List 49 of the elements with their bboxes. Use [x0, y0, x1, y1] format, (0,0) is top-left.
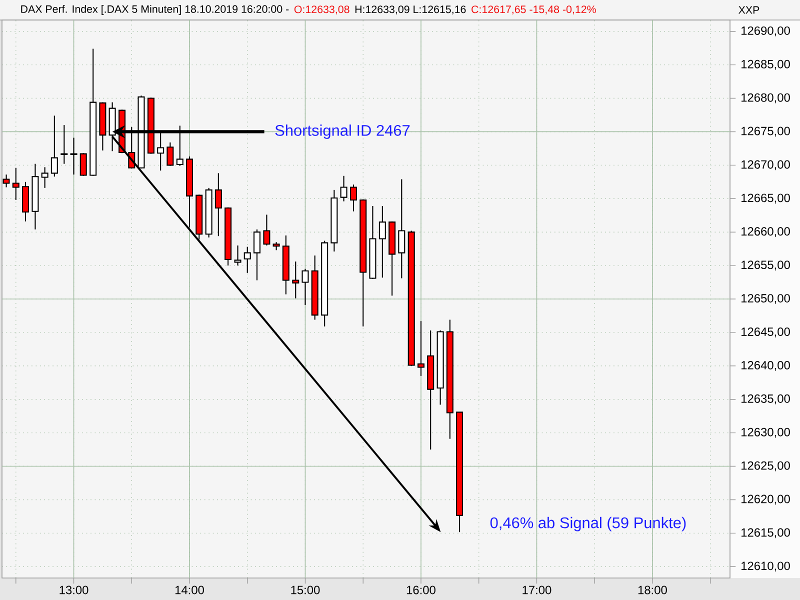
text: H:12633,09 L:12615,16	[355, 6, 466, 14]
candlestick	[398, 178, 406, 279]
y-tick-label: 12660,00	[742, 227, 790, 238]
y-axis-title: XXP	[738, 6, 760, 14]
candlestick	[253, 228, 260, 281]
y-tick-label: 12675,00	[742, 126, 790, 137]
candlestick	[292, 261, 300, 299]
x-tick-label: 16:00	[406, 586, 436, 594]
candlestick	[70, 137, 78, 176]
y-tick-label: 12665,00	[742, 194, 790, 204]
y-tick-label: 12645,00	[742, 328, 790, 338]
candlestick	[263, 214, 270, 246]
y-tick-label: 12680,00	[742, 93, 790, 104]
annotation: 0,46% ab Signal (59 Punkte)	[490, 516, 686, 532]
candlestick	[417, 320, 424, 376]
text: C:12617,65 -15,48 -0,12%	[472, 6, 596, 14]
y-tick-label: 12630,00	[742, 428, 790, 438]
candlestick	[302, 268, 309, 306]
y-tick-label: 12625,00	[742, 461, 790, 472]
y-tick-label: 12685,00	[742, 60, 790, 70]
y-tick-label: 12620,00	[742, 494, 790, 505]
candlestick	[60, 124, 68, 164]
candlestick	[350, 184, 358, 212]
x-tick-label: 18:00	[638, 586, 667, 594]
annotation: Shortsignal ID 2467	[275, 124, 410, 139]
candlestick	[41, 166, 48, 188]
x-tick-label: 15:00	[291, 586, 320, 594]
candlestick	[378, 205, 386, 278]
chart-title: DAX Perf. Index [.DAX 5 Minuten] 18.10.2019 16:20:00 -	[21, 5, 289, 15]
y-tick-label: 12650,00	[742, 294, 790, 304]
candlestick	[244, 246, 251, 274]
y-tick-label: 12615,00	[742, 528, 790, 538]
x-tick-label: 14:00	[175, 586, 204, 594]
candlestick	[214, 172, 222, 237]
candlestick	[340, 175, 348, 202]
y-tick-label: 12635,00	[742, 394, 790, 404]
y-tick-label: 12640,00	[742, 360, 790, 371]
x-tick-label: 13:00	[60, 586, 88, 594]
text: O:12633,08	[294, 6, 350, 14]
candlestick	[50, 115, 58, 178]
y-tick-label: 12655,00	[742, 260, 790, 270]
candlestick	[12, 167, 20, 201]
y-tick-label: 12670,00	[742, 160, 790, 170]
y-tick-label: 12610,00	[742, 562, 790, 572]
x-tick-label: 17:00	[522, 586, 552, 594]
candlestick	[80, 152, 87, 176]
y-tick-label: 12690,00	[742, 26, 790, 36]
candlestick	[166, 142, 174, 166]
candlestick	[234, 244, 242, 266]
